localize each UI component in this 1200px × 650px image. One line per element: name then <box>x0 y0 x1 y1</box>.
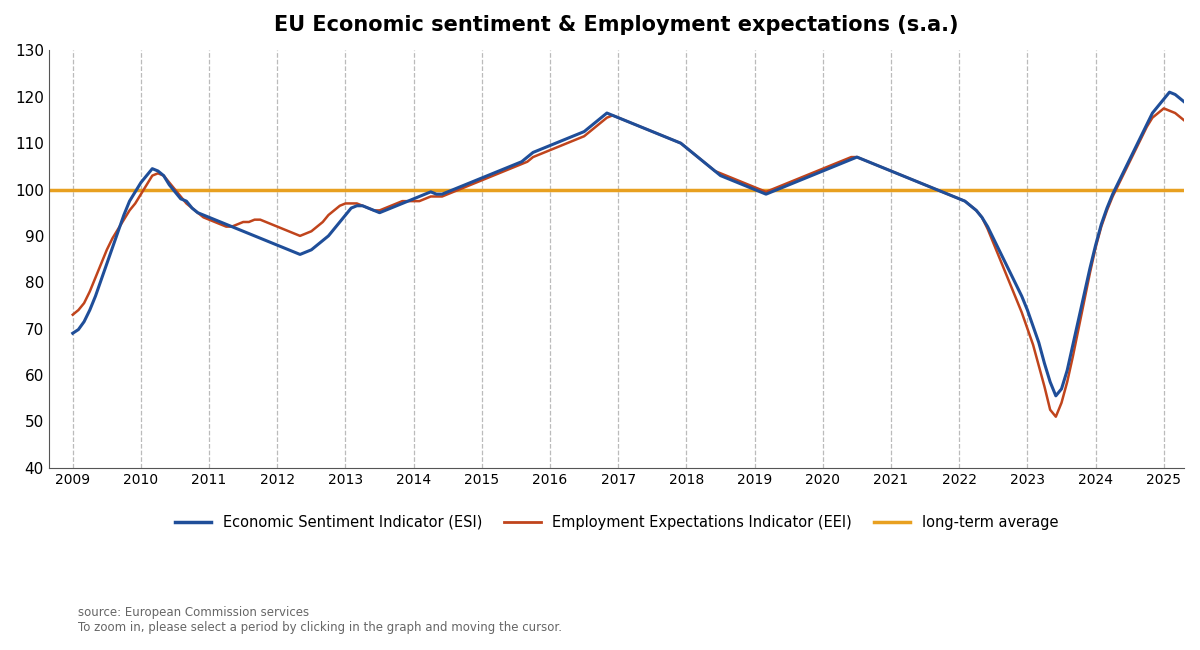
Legend: Economic Sentiment Indicator (ESI), Employment Expectations Indicator (EEI), lon: Economic Sentiment Indicator (ESI), Empl… <box>169 509 1064 536</box>
Title: EU Economic sentiment & Employment expectations (s.a.): EU Economic sentiment & Employment expec… <box>275 15 959 35</box>
Text: source: European Commission services
To zoom in, please select a period by click: source: European Commission services To … <box>78 606 562 634</box>
